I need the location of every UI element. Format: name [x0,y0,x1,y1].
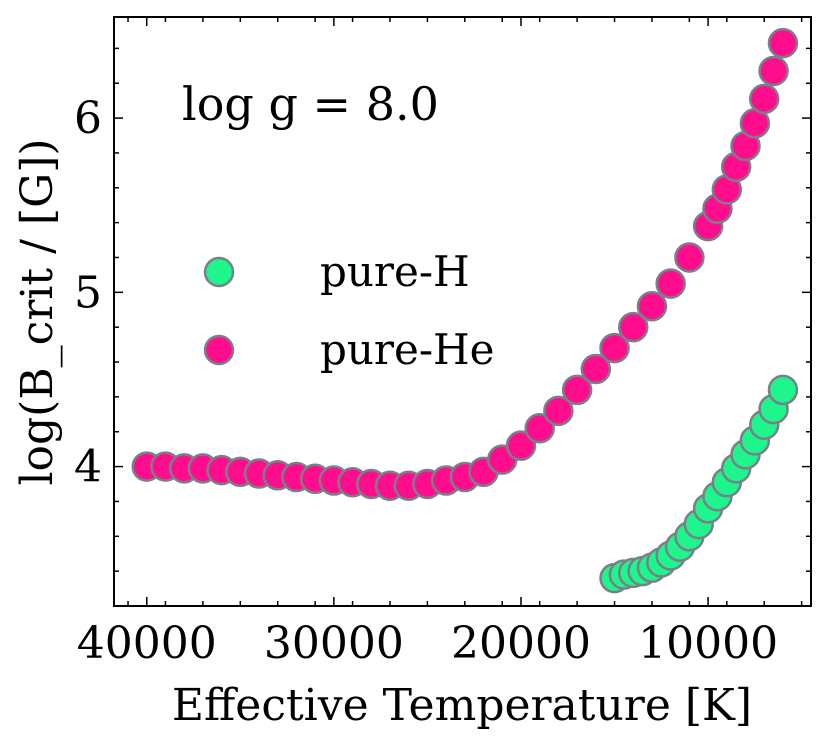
point-pure-he [599,332,630,364]
tick-layer [114,17,811,607]
point-pure-he [561,374,593,406]
y-axis-label: log(B_crit / [G]) [12,138,63,485]
y-tick-label: 4 [74,442,102,493]
plot-frame [113,16,812,607]
data-points-layer [131,27,799,594]
point-pure-he [524,413,555,444]
point-pure-he [655,268,686,299]
point-pure-he [748,83,780,115]
point-pure-he [580,353,612,385]
point-pure-he [674,242,705,273]
y-tick-label: 6 [74,93,102,144]
x-axis-label: Effective Temperature [K] [172,680,752,731]
point-pure-he [505,430,537,461]
point-pure-he [758,55,789,87]
x-tick-label: 20000 [451,618,591,669]
point-pure-he [617,311,649,343]
point-pure-he [543,395,574,427]
legend-marker-pure-h [203,256,235,288]
x-tick-label: 40000 [77,618,217,669]
legend-label-pure-he: pure-He [320,325,495,374]
legend: pure-H pure-He [203,247,495,374]
x-tick-label: 30000 [264,618,404,669]
y-tick-label: 5 [74,267,102,318]
point-pure-he [767,27,799,59]
point-pure-he [636,291,668,322]
point-pure-h [767,374,799,406]
legend-marker-pure-he [203,334,235,366]
x-tick-label: 10000 [638,618,778,669]
tick-label-layer: 40000 30000 20000 10000 4 5 6 [74,93,778,669]
legend-label-pure-h: pure-H [320,247,470,296]
annotation: log g = 8.0 [182,77,439,131]
